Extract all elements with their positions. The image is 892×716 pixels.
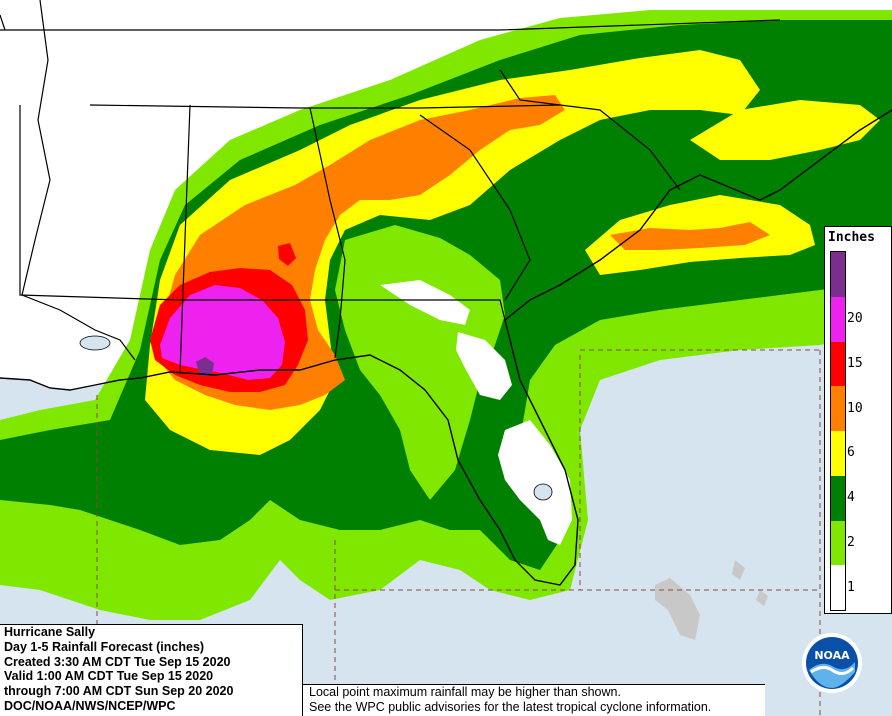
dry-area-north-florida	[380, 280, 470, 325]
source-agency: DOC/NOAA/NWS/NCEP/WPC	[4, 698, 176, 713]
legend-swatch	[831, 520, 845, 566]
rain-band-1-2-inner	[335, 225, 505, 500]
legend-swatch	[831, 296, 845, 342]
legend-swatch	[831, 386, 845, 431]
rainfall-legend: Inches 20 15 10 6 4 2 1	[824, 226, 892, 614]
rain-band-10-15-north	[278, 243, 296, 266]
through-time: through 7:00 AM CDT Sun Sep 20 2020	[4, 684, 234, 699]
state-borders	[0, 14, 781, 373]
disclaimer-note: Local point maximum rainfall may be high…	[303, 684, 765, 716]
cuba-land	[655, 578, 700, 640]
dry-area-south-florida	[498, 420, 572, 545]
noaa-logo-text: NOAA	[814, 649, 850, 662]
legend-label: 1	[847, 579, 855, 595]
legend-swatch	[831, 252, 845, 297]
lake-okeechobee	[533, 483, 553, 501]
rain-band-4-6-east	[690, 100, 880, 160]
created-time: Created 3:30 AM CDT Tue Sep 15 2020	[4, 654, 231, 669]
storm-name: Hurricane Sally	[4, 625, 96, 639]
legend-title: Inches	[828, 230, 875, 245]
rain-band-6-10-atlantic	[610, 222, 770, 250]
legend-swatch	[831, 475, 845, 521]
disclaimer-line-2: See the WPC public advisories for the la…	[309, 700, 712, 714]
rain-band-20-plus	[196, 357, 214, 376]
legend-label: 6	[847, 445, 855, 461]
legend-swatch	[831, 565, 845, 610]
bahamas-land	[732, 560, 768, 606]
mississippi-river	[21, 0, 136, 361]
legend-swatch	[831, 341, 845, 387]
legend-label: 2	[847, 534, 855, 550]
valid-time: Valid 1:00 AM CDT Tue Sep 15 2020	[4, 669, 214, 684]
noaa-logo-icon: NOAA	[802, 633, 862, 693]
lake-pontchartrain	[79, 335, 111, 351]
forecast-description: Day 1-5 Rainfall Forecast (inches)	[4, 639, 205, 654]
legend-label: 4	[847, 490, 855, 506]
legend-label: 15	[847, 355, 863, 371]
legend-swatch	[831, 431, 845, 476]
rain-band-15-20	[160, 285, 285, 380]
dry-area-peninsula	[456, 332, 512, 400]
legend-label: 20	[847, 311, 863, 327]
legend-color-bar	[830, 251, 846, 611]
coastline	[0, 109, 892, 586]
legend-label: 10	[847, 400, 863, 416]
forecast-info-box: Hurricane Sally Day 1-5 Rainfall Forecas…	[0, 624, 303, 716]
disclaimer-line-1: Local point maximum rainfall may be high…	[309, 685, 621, 699]
